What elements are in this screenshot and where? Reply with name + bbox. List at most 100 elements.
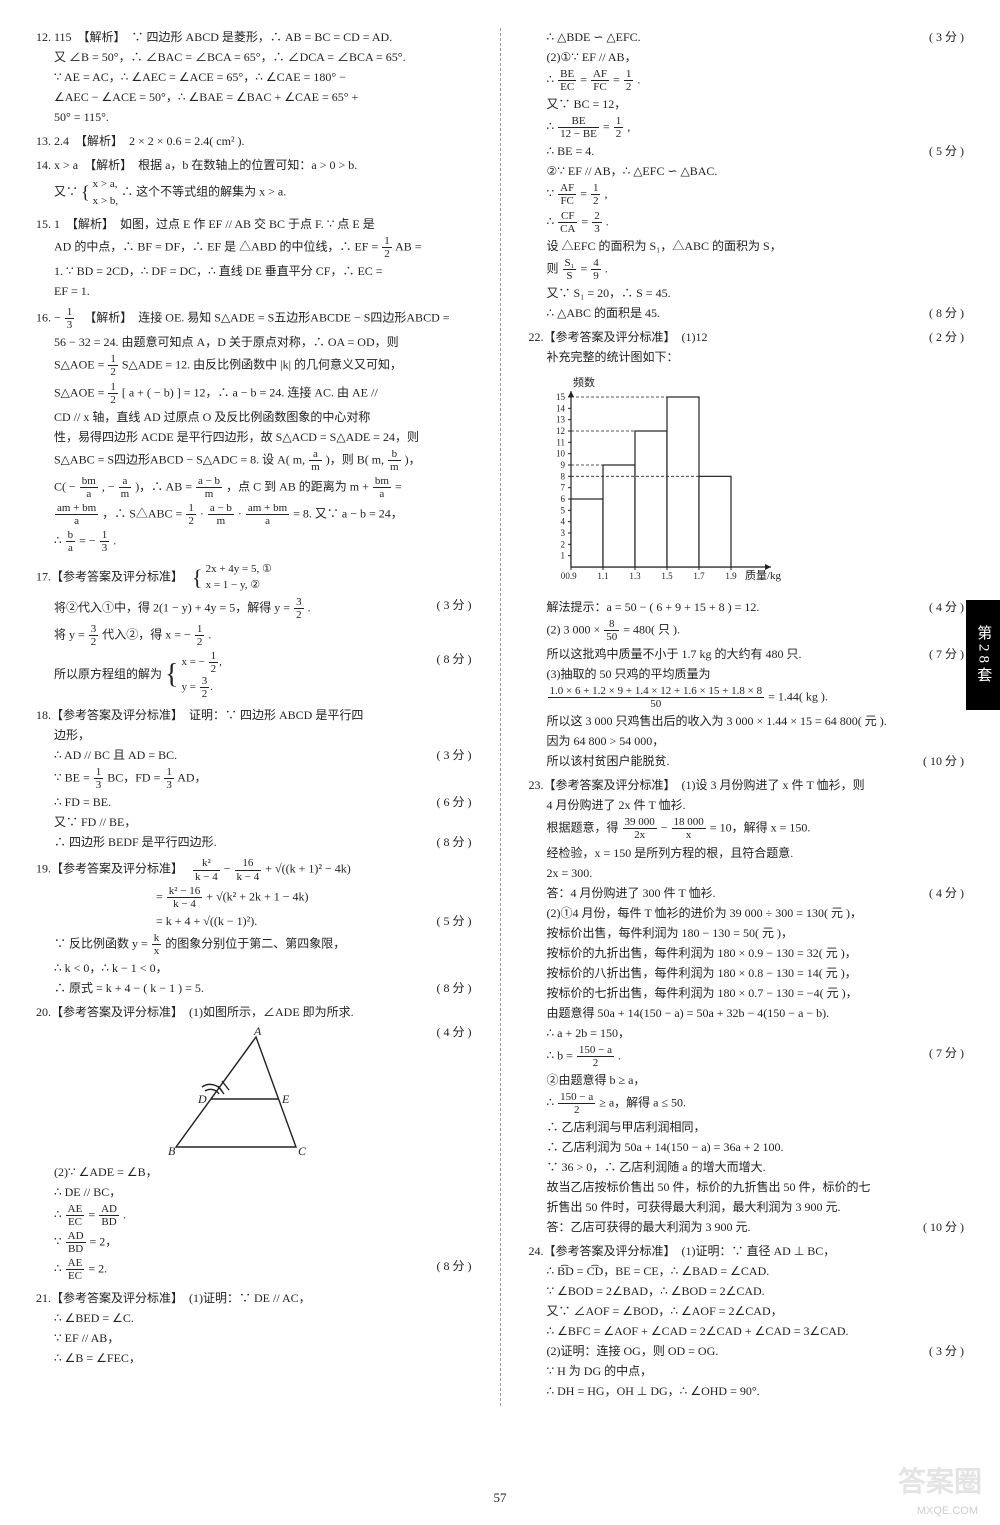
text: ∴ AD // BC 且 AD = BC.( 3 分 ) — [36, 746, 472, 764]
text: S△AOE = 12 S△ADE = 12. 由反比例函数中 |k| 的几何意义… — [36, 353, 472, 378]
fraction: 12 — [382, 235, 392, 260]
brace: { — [81, 182, 90, 202]
text: ②∵ EF // AB，∴ △EFC ∽ △BAC. — [529, 162, 965, 180]
text: ∴ DE // BC， — [36, 1183, 472, 1201]
fraction: a − bm — [208, 502, 234, 527]
text: = k + 4 + √((k − 1)²). — [156, 914, 257, 928]
svg-text:B: B — [168, 1144, 176, 1157]
fraction: AFFC — [558, 182, 576, 207]
text: 设 △EFC 的面积为 S₁，△ABC 的面积为 S， — [529, 237, 965, 255]
text: − — [661, 821, 671, 835]
text: ∴ BE = 4. — [547, 144, 595, 158]
text: x = 1 − y, ② — [206, 579, 261, 591]
text: 补充完整的统计图如下： — [529, 348, 965, 366]
svg-text:E: E — [281, 1092, 290, 1106]
fraction: 150 − a2 — [577, 1044, 614, 1069]
text: AD， — [177, 771, 206, 785]
system: x = − 12, y = 32. — [181, 650, 221, 700]
q14: 14. x > a 【解析】 根据 a，b 在数轴上的位置可知：a > 0 > … — [36, 156, 472, 209]
text: 所以原方程组的解为 — [54, 667, 162, 681]
text: CD // x 轴，直线 AD 过原点 O 及反比例函数图象的中心对称 — [36, 408, 472, 426]
text: 56 − 32 = 24. 由题意可知点 A，D 关于原点对称，∴ OA = O… — [36, 333, 472, 351]
score: ( 7 分 ) — [929, 1044, 964, 1062]
text: ∴ — [547, 214, 558, 228]
text: + √(k² + 2k + 1 − 4k) — [206, 889, 308, 903]
text: = 8. 又∵ a − b = 24， — [293, 506, 403, 520]
text: 所以原方程组的解为 { x = − 12, y = 32. ( 8 分 ) — [36, 650, 472, 700]
text: . — [308, 600, 311, 614]
fraction: k²k − 4 — [193, 857, 220, 882]
svg-text:质量/kg: 质量/kg — [745, 569, 782, 582]
text: ∴ △ABC 的面积是 45. — [547, 306, 661, 320]
text: AD 的中点，∴ BF = DF，∴ EF 是 △ABD 的中位线，∴ EF = — [54, 239, 381, 253]
text: ∠AEC − ∠ACE = 50°，∴ ∠BAE = ∠BAC + ∠CAE =… — [36, 88, 472, 106]
score: ( 8 分 ) — [437, 650, 472, 668]
text: . — [618, 1048, 621, 1062]
text: ∴ — [54, 1262, 65, 1276]
text: 所以该村贫困户能脱贫. — [547, 754, 670, 768]
text: 所以该村贫困户能脱贫.( 10 分 ) — [529, 752, 965, 770]
fraction: 13 — [100, 529, 110, 554]
svg-text:1: 1 — [560, 551, 565, 561]
text: ∴ ∠B = ∠FEC， — [36, 1349, 472, 1367]
text: ≥ a，解得 a ≤ 50. — [599, 1095, 686, 1109]
score: ( 7 分 ) — [929, 645, 964, 663]
text: 又∵ { x > a, x > b, ∴ 这个不等式组的解集为 x > a. — [36, 176, 472, 209]
text: 根据题意，得 — [547, 821, 622, 835]
score: ( 8 分 ) — [437, 979, 472, 997]
svg-text:1.9: 1.9 — [725, 571, 737, 581]
q22: 22.【参考答案及评分标准】 (1)12( 2 分 ) 补充完整的统计图如下： … — [529, 328, 965, 770]
q24: 24.【参考答案及评分标准】 (1)证明：∵ 直径 AD ⊥ BC， ∴ B͡D… — [529, 1242, 965, 1400]
text: , — [627, 120, 630, 134]
text: ∴ — [54, 1207, 65, 1221]
text: 答：乙店可获得的最大利润为 3 900 元. — [547, 1220, 751, 1234]
text: ∵ BE = — [54, 771, 93, 785]
score: ( 3 分 ) — [929, 28, 964, 46]
svg-text:9: 9 — [560, 460, 565, 470]
watermark-sub: MXQE.COM — [917, 1503, 978, 1520]
text: ∴ — [54, 534, 65, 548]
fraction: 39 0002x — [623, 816, 657, 841]
text: ∴ B͡D = C͡D，BE = CE，∴ ∠BAD = ∠CAD. — [529, 1262, 965, 1280]
text: 19.【参考答案及评分标准】 k²k − 4 − 16k − 4 + √((k … — [36, 857, 472, 882]
text: ∴ — [547, 72, 558, 86]
text: 将②代入①中，得 2(1 − y) + 4y = 5，解得 y = 32 . (… — [36, 596, 472, 621]
q17: 17.【参考答案及评分标准】 { 2x + 4y = 5, ① x = 1 − … — [36, 561, 472, 701]
text: 按标价的九折出售，每件利润为 180 × 0.9 − 130 = 32( 元 )… — [529, 944, 965, 962]
text: = k² − 16k − 4 + √(k² + 2k + 1 − 4k) — [36, 885, 472, 910]
text: ∴ b = 150 − a2 . ( 7 分 ) — [529, 1044, 965, 1069]
fraction: 32 — [200, 675, 210, 700]
q21: 21.【参考答案及评分标准】 (1)证明：∵ DE // AC， ∴ ∠BED … — [36, 1289, 472, 1367]
text: ∴ BEEC = AFFC = 12 . — [529, 68, 965, 93]
text: 按标价的八折出售，每件利润为 180 × 0.8 − 130 = 14( 元 )… — [529, 964, 965, 982]
text: ∵ BE = 13 BC，FD = 13 AD， — [36, 766, 472, 791]
svg-text:13: 13 — [556, 415, 566, 425]
text: ②由题意得 b ≥ a， — [529, 1071, 965, 1089]
svg-text:频数: 频数 — [573, 375, 595, 389]
text: ∴ — [547, 120, 558, 134]
text: )，则 B( m, — [326, 452, 387, 466]
text: ∵ AE = AC，∴ ∠AEC = ∠ACE = 65°，∴ ∠CAE = 1… — [36, 68, 472, 86]
text: 所以这批鸡中质量不小于 1.7 kg 的大约有 480 只. — [547, 647, 802, 661]
text: (2)①4 月份，每件 T 恤衫的进价为 39 000 ÷ 300 = 130(… — [529, 904, 965, 922]
text: · — [200, 506, 207, 520]
text: . — [637, 72, 640, 86]
text: = — [88, 1207, 98, 1221]
text: (3)抽取的 50 只鸡的平均质量为 — [529, 665, 965, 683]
text: 性，易得四边形 ACDE 是平行四边形，故 S△ACD = S△ADE = 24… — [36, 428, 472, 446]
text: + √((k + 1)² − 4k) — [265, 862, 350, 876]
score: ( 8 分 ) — [437, 1257, 472, 1275]
fraction: am — [119, 475, 132, 500]
text: ∴ AD // BC 且 AD = BC. — [54, 748, 177, 762]
text: 22.【参考答案及评分标准】 (1)12 — [529, 330, 708, 344]
text: ∴ 乙店利润与甲店利润相同， — [529, 1118, 965, 1136]
text: 20.【参考答案及评分标准】 (1)如图所示，∠ADE 即为所求. — [36, 1003, 472, 1021]
svg-text:14: 14 — [556, 403, 566, 413]
fraction: AFFC — [591, 68, 609, 93]
text: ∴ 四边形 BEDF 是平行四边形. — [54, 835, 217, 849]
text: (2)①∵ EF // AB， — [529, 48, 965, 66]
text: ∴ b = — [547, 1048, 576, 1062]
fraction: 18 000x — [672, 816, 706, 841]
text: ∵ ADBD = 2， — [36, 1230, 472, 1255]
text: 50° = 115°. — [36, 108, 472, 126]
